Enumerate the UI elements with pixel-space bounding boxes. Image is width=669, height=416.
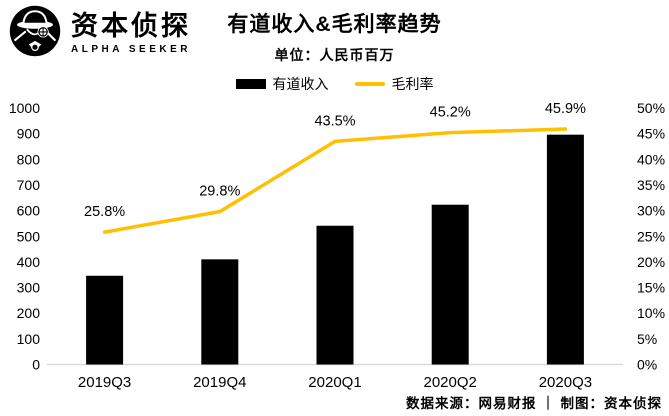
x-axis-label: 2019Q4 <box>193 374 246 391</box>
legend-item-revenue: 有道收入 <box>235 74 329 94</box>
legend-item-margin: 毛利率 <box>354 74 434 94</box>
bar-value-label: 346 <box>92 312 117 329</box>
brand-logo: 资本侦探 ALPHA SEEKER <box>8 4 191 63</box>
bar-2019Q4 <box>201 259 239 365</box>
right-axis-tick: 50% <box>637 100 665 116</box>
bar-value-label: 623 <box>438 277 463 294</box>
bar-value-label: 896 <box>553 242 578 259</box>
line-value-label: 45.9% <box>545 101 586 117</box>
legend-revenue-label: 有道收入 <box>272 76 329 92</box>
left-axis-tick: 700 <box>17 177 41 193</box>
left-axis-tick: 300 <box>17 280 41 296</box>
bar-2020Q3 <box>546 134 584 365</box>
right-axis-tick: 35% <box>637 177 665 193</box>
left-axis-tick: 1000 <box>9 100 40 116</box>
right-axis-tick: 20% <box>637 254 665 270</box>
bar-swatch-icon <box>235 79 266 89</box>
right-axis-tick: 30% <box>637 203 665 219</box>
chart-legend: 有道收入 毛利率 <box>0 74 669 94</box>
bar-value-label: 410 <box>207 304 232 321</box>
brand-name: 资本侦探 ALPHA SEEKER <box>71 11 191 55</box>
footer-credit: 数据来源：网易财报 ｜ 制图：资本侦探 <box>405 396 662 411</box>
left-axis-tick: 500 <box>17 228 41 244</box>
line-value-label: 25.8% <box>84 204 125 220</box>
x-axis-label: 2020Q2 <box>424 374 477 391</box>
right-axis-tick: 25% <box>637 228 665 244</box>
bar-2019Q3 <box>86 275 124 365</box>
line-value-label: 29.8% <box>199 184 240 200</box>
left-axis-tick: 100 <box>17 331 41 347</box>
left-axis-tick: 600 <box>17 203 41 219</box>
right-axis-tick: 45% <box>637 126 665 142</box>
left-axis-tick: 900 <box>17 126 41 142</box>
title-block: 有道收入&毛利率趋势 单位：人民币百万 <box>0 8 669 65</box>
brand-name-en: ALPHA SEEKER <box>71 43 191 55</box>
left-axis-tick: 0 <box>32 357 40 373</box>
bar-2020Q1 <box>316 225 354 365</box>
x-axis-label: 2020Q3 <box>539 374 592 391</box>
detective-icon <box>8 4 62 63</box>
legend-margin-label: 毛利率 <box>391 76 434 92</box>
line-swatch-icon <box>354 82 385 86</box>
right-axis-tick: 15% <box>637 280 665 296</box>
right-axis-tick: 0% <box>637 357 657 373</box>
bar-2020Q2 <box>431 204 469 365</box>
left-axis-tick: 400 <box>17 254 41 270</box>
left-axis-tick: 200 <box>17 305 41 321</box>
right-axis-tick: 10% <box>637 305 665 321</box>
gross-margin-line <box>102 127 568 234</box>
right-axis-tick: 40% <box>637 151 665 167</box>
x-axis-label: 2019Q3 <box>78 374 131 391</box>
x-axis-label: 2020Q1 <box>308 374 361 391</box>
chart-unit-subtitle: 单位：人民币百万 <box>274 47 395 63</box>
line-value-label: 45.2% <box>430 105 471 121</box>
line-value-label: 43.5% <box>314 113 355 129</box>
bar-value-label: 541 <box>322 287 347 304</box>
right-axis-tick: 5% <box>637 331 657 347</box>
chart-title: 有道收入&毛利率趋势 <box>227 13 442 36</box>
left-axis-tick: 800 <box>17 151 41 167</box>
brand-name-cn: 资本侦探 <box>71 11 191 42</box>
